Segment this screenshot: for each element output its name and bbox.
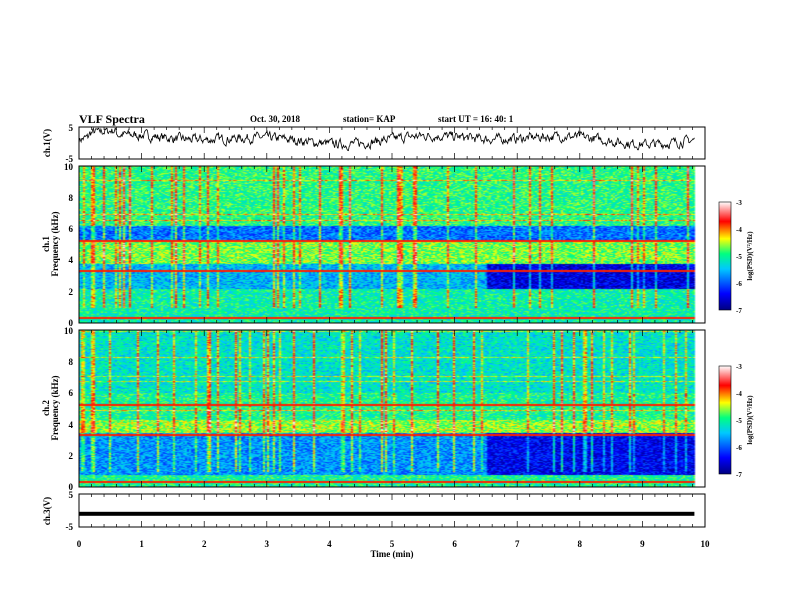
date-label: Oct. 30, 2018 bbox=[250, 114, 300, 124]
ch1-ftick-10: 10 bbox=[64, 162, 74, 172]
ch1-colorbar: -3 -4 -5 -6 -7 log(PSD)(V²/Hz) bbox=[718, 199, 754, 315]
cb1-tick-m3: -3 bbox=[736, 199, 742, 207]
time-axis-label: Time (min) bbox=[370, 549, 413, 559]
cb2-tick-m5: -5 bbox=[736, 417, 742, 425]
ch1-spectrogram-panel: 0 2 4 6 8 10 ch.1 Frequency (kHz) -3 -4 … bbox=[41, 162, 754, 328]
ch3-ytick-top: 5 bbox=[69, 490, 74, 500]
ch2-spectrogram-panel: 0 2 4 6 8 10 ch.2 Frequency (kHz) -3 -4 … bbox=[41, 326, 754, 492]
x-tick-label-3: 3 bbox=[265, 539, 270, 549]
ch2-ftick-4: 4 bbox=[69, 420, 74, 430]
ch1-frequency-ticks: 0 2 4 6 8 10 bbox=[64, 162, 74, 328]
figure-title: VLF Spectra bbox=[79, 112, 145, 126]
cb1-tick-m5: -5 bbox=[736, 253, 742, 261]
ch3-panel: 5 -5 ch.3(V) 0 1 2 3 4 5 6 7 8 9 10 Time (min) bbox=[42, 490, 710, 559]
ch3-trace bbox=[79, 511, 695, 516]
x-tick-label-6: 6 bbox=[452, 539, 457, 549]
x-tick-label-0: 0 bbox=[77, 539, 82, 549]
x-tick-label-10: 10 bbox=[701, 539, 711, 549]
ch3-time-ticks bbox=[78, 494, 706, 527]
ch1-freq-axis-label: Frequency (kHz) bbox=[50, 211, 60, 276]
ch2-colorbar: -3 -4 -5 -6 -7 log(PSD)(V²/Hz) bbox=[718, 363, 754, 479]
cb2-label: log(PSD)(V²/Hz) bbox=[746, 395, 754, 445]
cb1-tick-m7: -7 bbox=[736, 307, 742, 315]
cb2-tick-m3: -3 bbox=[736, 363, 742, 371]
ch1-waveform-trace bbox=[78, 127, 695, 152]
ch1-waveform-panel: 5 -5 ch.1(V) bbox=[42, 123, 706, 164]
ch2-spec-label: ch.2 bbox=[41, 400, 51, 416]
x-tick-label-1: 1 bbox=[139, 539, 144, 549]
ch1-ftick-8: 8 bbox=[69, 193, 74, 203]
ch2-ftick-10: 10 bbox=[64, 326, 74, 336]
ch1-ytick-top: 5 bbox=[69, 123, 74, 133]
ch2-frequency-ticks: 0 2 4 6 8 10 bbox=[64, 326, 74, 492]
ch1-time-ticks bbox=[78, 127, 706, 159]
x-tick-label-2: 2 bbox=[202, 539, 207, 549]
ch2-ftick-0: 0 bbox=[69, 482, 74, 492]
ch1-ftick-6: 6 bbox=[69, 224, 74, 234]
ch1-ytick-bottom: -5 bbox=[66, 154, 74, 164]
ch1-ftick-0: 0 bbox=[69, 318, 74, 328]
x-tick-label-9: 9 bbox=[640, 539, 645, 549]
ch1-spectrogram-image bbox=[79, 166, 705, 323]
ch2-spec-time-ticks bbox=[78, 330, 706, 487]
ch3-ytick-bottom: -5 bbox=[66, 522, 74, 532]
ch2-ftick-2: 2 bbox=[69, 451, 74, 461]
cb1-tick-m6: -6 bbox=[736, 280, 742, 288]
ch2-ftick-6: 6 bbox=[69, 388, 74, 398]
ch1-ylabel: ch.1(V) bbox=[42, 129, 52, 157]
ch1-spec-label: ch.1 bbox=[41, 236, 51, 252]
x-tick-label-5: 5 bbox=[390, 539, 395, 549]
ch2-spectrogram-image bbox=[79, 330, 705, 487]
time-tick-labels: 0 1 2 3 4 5 6 7 8 9 10 bbox=[77, 539, 710, 549]
cb2-tick-m7: -7 bbox=[736, 471, 742, 479]
ch2-ftick-8: 8 bbox=[69, 357, 74, 367]
x-tick-label-7: 7 bbox=[515, 539, 520, 549]
ch1-ftick-2: 2 bbox=[69, 287, 74, 297]
start-time-label: start UT = 16: 40: 1 bbox=[438, 114, 514, 124]
x-tick-label-4: 4 bbox=[327, 539, 332, 549]
ch1-ftick-4: 4 bbox=[69, 255, 74, 265]
station-label: station= KAP bbox=[343, 114, 396, 124]
cb1-label: log(PSD)(V²/Hz) bbox=[746, 231, 754, 281]
cb2-tick-m6: -6 bbox=[736, 444, 742, 452]
cb2-tick-m4: -4 bbox=[736, 390, 742, 398]
x-tick-label-8: 8 bbox=[578, 539, 583, 549]
ch3-ylabel: ch.3(V) bbox=[42, 497, 52, 525]
ch2-freq-axis-label: Frequency (kHz) bbox=[50, 375, 60, 440]
cb1-tick-m4: -4 bbox=[736, 226, 742, 234]
ch1-spec-time-ticks bbox=[78, 166, 706, 323]
